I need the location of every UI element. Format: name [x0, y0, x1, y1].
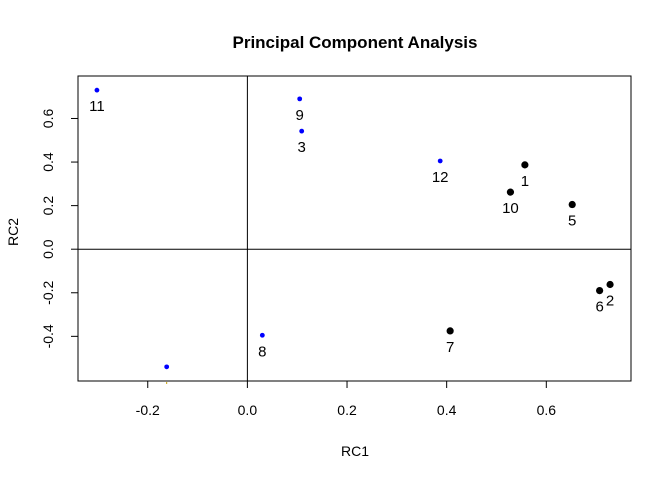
point-label: 3 — [298, 139, 306, 156]
x-tick-label: 0.0 — [238, 402, 258, 418]
point-label: 12 — [432, 169, 449, 186]
points-group — [94, 87, 614, 370]
y-tick-label: 0.0 — [40, 239, 56, 259]
y-tick-label: -0.4 — [40, 324, 56, 348]
point-label: 5 — [568, 213, 576, 230]
x-tick-label: 0.6 — [537, 402, 557, 418]
x-tick-label: 0.2 — [337, 402, 357, 418]
chart-title: Principal Component Analysis — [233, 33, 478, 52]
data-point — [606, 280, 614, 289]
point-label: 6 — [595, 299, 603, 316]
y-tick-label: 0.6 — [40, 109, 56, 129]
point-label: 10 — [502, 200, 519, 217]
point-label: 7 — [446, 339, 454, 356]
point-label: 9 — [296, 107, 304, 124]
data-point — [568, 200, 576, 209]
data-point — [164, 364, 170, 370]
x-tick-label: -0.2 — [136, 402, 160, 418]
point-label: 2 — [606, 292, 614, 309]
plot-area: -0.2 0.0 0.2 0.4 0.6-0.4-0.20.00.20.40.61235… — [40, 75, 632, 418]
y-tick-label: 0.4 — [40, 152, 56, 172]
y-tick-label: -0.2 — [40, 280, 56, 304]
data-point — [446, 327, 454, 335]
point-label: 8 — [258, 343, 266, 360]
data-point — [437, 158, 443, 164]
y-tick-label: 0.2 — [40, 196, 56, 216]
data-point — [299, 128, 305, 134]
y-axis-label: RC2 — [5, 218, 21, 246]
point-label: 11 — [89, 98, 105, 115]
data-point — [297, 96, 303, 102]
data-point — [521, 161, 529, 169]
data-point — [506, 188, 515, 196]
x-tick-label: 0.4 — [437, 402, 457, 418]
point-label: 1 — [521, 173, 529, 190]
plot-frame — [77, 75, 632, 382]
data-point — [259, 332, 265, 338]
x-axis-label: RC1 — [341, 443, 369, 459]
data-point — [596, 286, 604, 295]
data-point — [94, 87, 100, 93]
